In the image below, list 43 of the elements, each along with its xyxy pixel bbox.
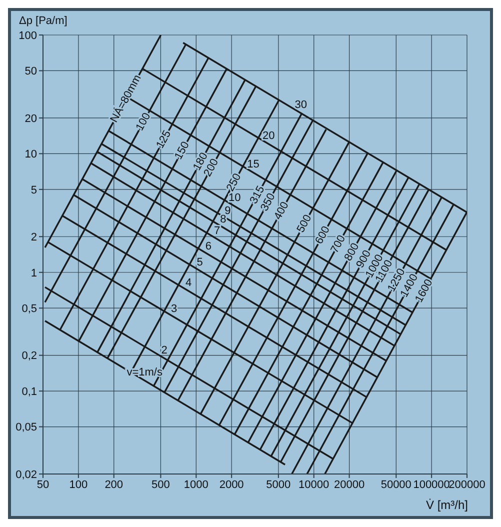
- y-tick-label: 0,2: [22, 350, 37, 362]
- y-tick-label: 2: [30, 232, 37, 244]
- x-tick-label: 100: [69, 478, 88, 491]
- series-label: 10: [228, 192, 241, 204]
- y-tick-label: 0,05: [16, 422, 37, 434]
- series-label: 8: [220, 214, 226, 226]
- text: 150: [172, 140, 192, 162]
- text: 250: [224, 172, 244, 194]
- y-tick-label: 10: [24, 148, 37, 161]
- x-tick-label: 100000: [413, 478, 450, 491]
- x-tick-label: 2000: [219, 478, 244, 491]
- series-label: 5: [196, 256, 203, 269]
- x-tick-label: 1000: [184, 478, 208, 491]
- y-tick-label: 5: [30, 184, 37, 196]
- y-tick-label: 0,02: [16, 468, 37, 481]
- series-label: 30: [294, 99, 308, 112]
- series-label: 9: [224, 205, 231, 218]
- x-tick-label: 50000: [380, 478, 412, 491]
- y-axis-title: Δp [Pa/m]: [19, 15, 68, 27]
- y-tick-label: 1: [30, 267, 37, 280]
- x-axis-title: V̇ [m³/h]: [426, 498, 468, 512]
- text: 600: [313, 224, 333, 246]
- series-label: 6: [205, 240, 212, 253]
- x-tick-label: 500: [152, 478, 170, 491]
- series-label: 2: [161, 344, 168, 356]
- x-tick-label: 5000: [266, 478, 291, 491]
- text: 400: [272, 200, 292, 222]
- text: 125: [154, 128, 174, 150]
- text: 500: [294, 212, 314, 235]
- series-label: 20: [262, 130, 275, 142]
- series-label: 3: [171, 303, 178, 316]
- y-tick-label: 0,1: [22, 386, 37, 398]
- x-tick-label: 200: [104, 478, 124, 491]
- y-tick-label: 0,5: [22, 302, 37, 315]
- x-tick-label: 200000: [448, 478, 486, 491]
- x-tick-label: 10000: [298, 478, 330, 491]
- series-label: 4: [186, 276, 192, 289]
- series-label: 7: [214, 225, 220, 238]
- y-tick-label: 50: [24, 66, 37, 78]
- series-label: 15: [247, 158, 260, 171]
- y-tick-label: 20: [24, 112, 37, 125]
- y-tick-label: 100: [18, 30, 37, 42]
- x-tick-label: 20000: [334, 478, 365, 491]
